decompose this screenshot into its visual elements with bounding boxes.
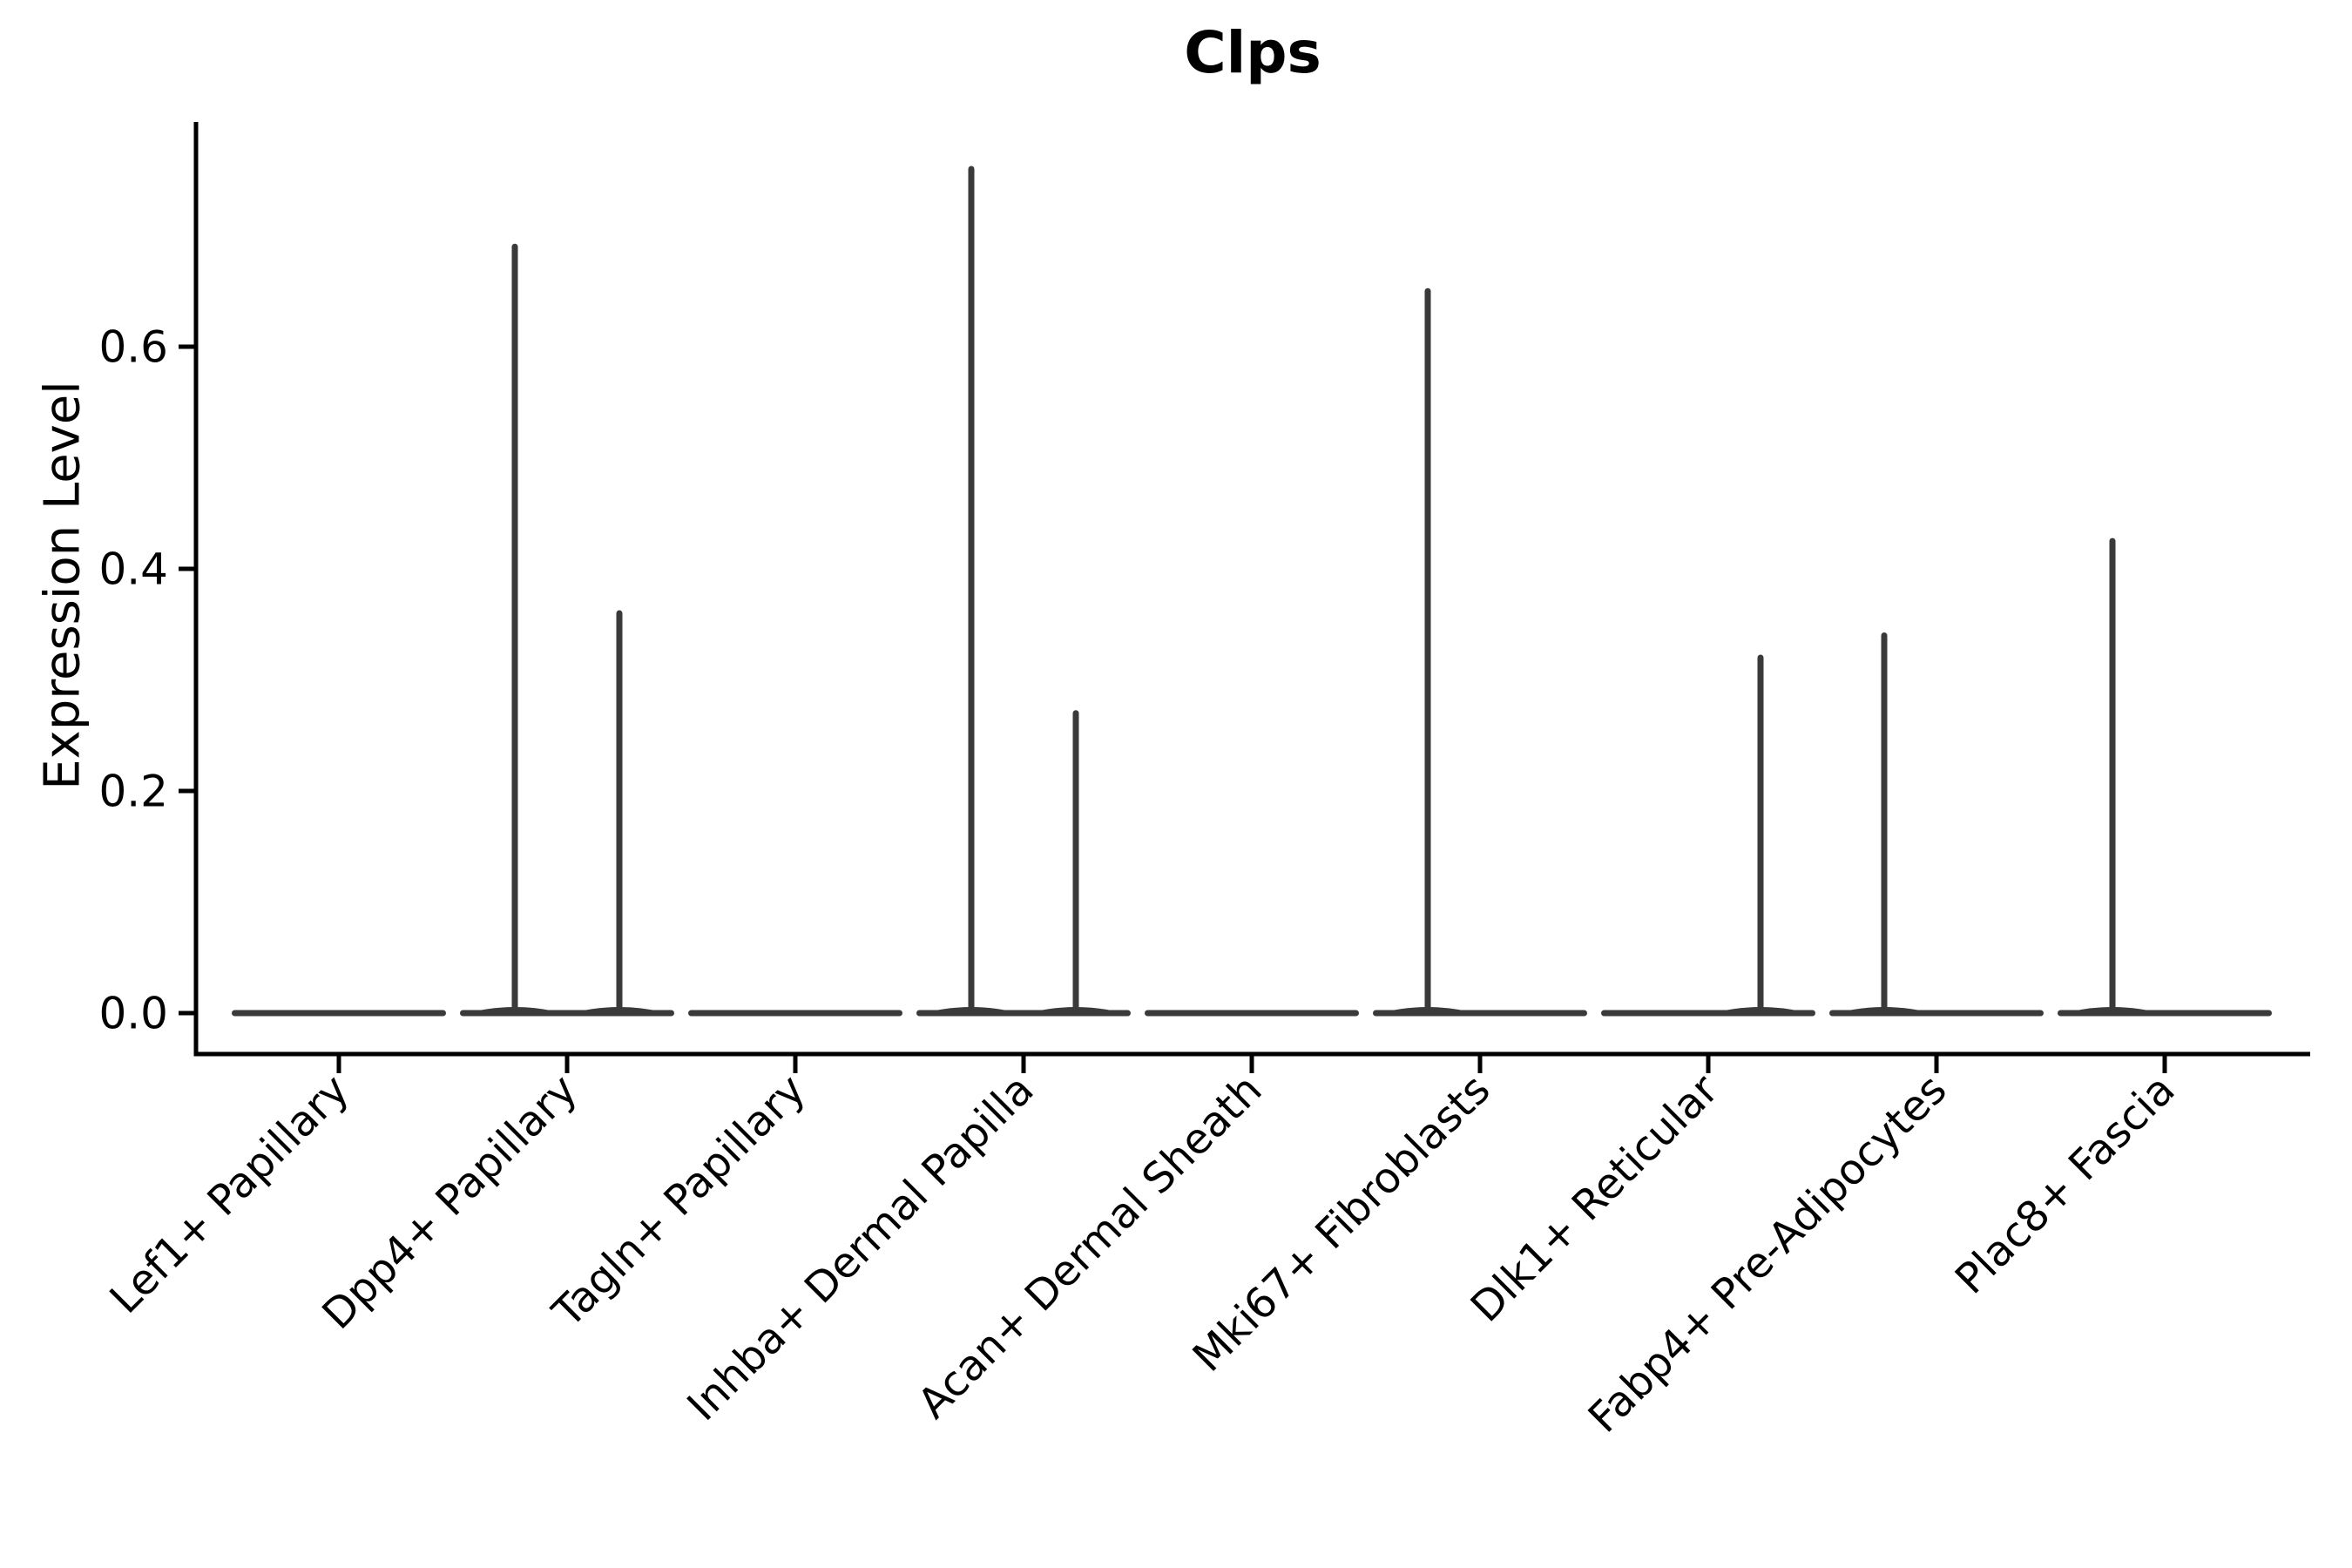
x-tick-label: Tagln+ Papillary bbox=[543, 1065, 814, 1337]
x-tick-label: Dlk1+ Reticular bbox=[1462, 1065, 1728, 1332]
y-tick-label: 0.2 bbox=[98, 767, 168, 817]
y-tick-label: 0.6 bbox=[98, 322, 168, 373]
y-tick-label: 0.4 bbox=[98, 544, 168, 595]
y-tick-label: 0.0 bbox=[98, 989, 168, 1039]
plot-title: Clps bbox=[1184, 19, 1321, 86]
x-tick-label: Plac8+ Fascia bbox=[1946, 1065, 2185, 1304]
x-tick-label: Lef1+ Papillary bbox=[101, 1065, 359, 1323]
x-tick-label: Dpp4+ Papillary bbox=[313, 1065, 586, 1339]
y-axis-label: Expression Level bbox=[34, 381, 91, 790]
